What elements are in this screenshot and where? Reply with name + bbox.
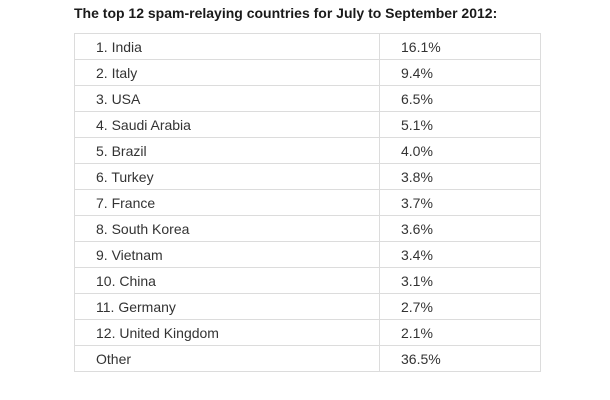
country-cell: 2. Italy xyxy=(74,59,380,86)
share-cell: 36.5% xyxy=(379,345,541,372)
country-cell: 10. China xyxy=(74,267,380,294)
table-row: Other 36.5% xyxy=(74,345,541,372)
country-cell: 6. Turkey xyxy=(74,163,380,190)
share-cell: 3.7% xyxy=(379,189,541,216)
share-cell: 3.4% xyxy=(379,241,541,268)
share-cell: 4.0% xyxy=(379,137,541,164)
share-cell: 3.8% xyxy=(379,163,541,190)
table-row: 1. India 16.1% xyxy=(74,33,541,60)
table-row: 10. China 3.1% xyxy=(74,267,541,294)
share-cell: 5.1% xyxy=(379,111,541,138)
country-cell: 9. Vietnam xyxy=(74,241,380,268)
country-cell: 12. United Kingdom xyxy=(74,319,380,346)
country-cell: 7. France xyxy=(74,189,380,216)
table-row: 4. Saudi Arabia 5.1% xyxy=(74,111,541,138)
share-cell: 3.6% xyxy=(379,215,541,242)
table-row: 12. United Kingdom 2.1% xyxy=(74,319,541,346)
country-cell: 11. Germany xyxy=(74,293,380,320)
spam-countries-table: 1. India 16.1% 2. Italy 9.4% 3. USA 6.5%… xyxy=(74,33,541,372)
table-row: 11. Germany 2.7% xyxy=(74,293,541,320)
share-cell: 6.5% xyxy=(379,85,541,112)
share-cell: 2.7% xyxy=(379,293,541,320)
table-row: 6. Turkey 3.8% xyxy=(74,163,541,190)
table-row: 7. France 3.7% xyxy=(74,189,541,216)
table-row: 5. Brazil 4.0% xyxy=(74,137,541,164)
country-cell: 4. Saudi Arabia xyxy=(74,111,380,138)
country-cell: 1. India xyxy=(74,33,380,60)
country-cell: 8. South Korea xyxy=(74,215,380,242)
table-row: 9. Vietnam 3.4% xyxy=(74,241,541,268)
country-cell: Other xyxy=(74,345,380,372)
share-cell: 2.1% xyxy=(379,319,541,346)
page-title: The top 12 spam-relaying countries for J… xyxy=(74,5,498,21)
share-cell: 16.1% xyxy=(379,33,541,60)
country-cell: 5. Brazil xyxy=(74,137,380,164)
country-cell: 3. USA xyxy=(74,85,380,112)
share-cell: 3.1% xyxy=(379,267,541,294)
share-cell: 9.4% xyxy=(379,59,541,86)
table-body: 1. India 16.1% 2. Italy 9.4% 3. USA 6.5%… xyxy=(74,33,541,372)
table-row: 8. South Korea 3.6% xyxy=(74,215,541,242)
table-row: 3. USA 6.5% xyxy=(74,85,541,112)
table-row: 2. Italy 9.4% xyxy=(74,59,541,86)
